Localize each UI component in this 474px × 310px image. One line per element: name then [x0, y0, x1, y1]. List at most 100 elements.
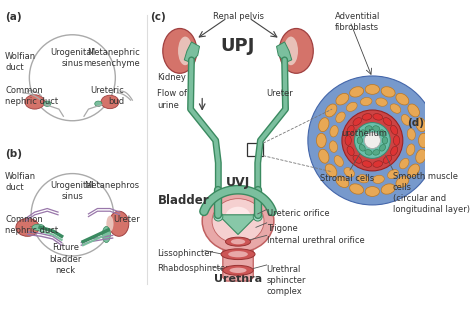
- Text: Wolfian
duct: Wolfian duct: [5, 172, 36, 192]
- Text: Urethra: Urethra: [214, 274, 262, 284]
- Ellipse shape: [106, 216, 114, 232]
- Ellipse shape: [373, 161, 383, 167]
- Ellipse shape: [362, 114, 372, 120]
- Ellipse shape: [396, 93, 409, 105]
- Ellipse shape: [319, 118, 329, 132]
- Ellipse shape: [383, 155, 392, 163]
- Text: Kidney: Kidney: [157, 73, 186, 82]
- Text: Metanephros: Metanephros: [84, 181, 139, 190]
- Text: Renal pelvis: Renal pelvis: [212, 12, 264, 21]
- Ellipse shape: [353, 155, 362, 163]
- Ellipse shape: [350, 87, 364, 97]
- Ellipse shape: [419, 133, 428, 148]
- Text: Common
nephric duct: Common nephric duct: [5, 86, 58, 106]
- Text: Bladder: Bladder: [157, 194, 209, 207]
- Text: (c): (c): [150, 12, 166, 22]
- Ellipse shape: [336, 112, 345, 122]
- Ellipse shape: [229, 268, 246, 273]
- Ellipse shape: [381, 184, 395, 194]
- Ellipse shape: [344, 168, 355, 177]
- Text: UPJ: UPJ: [221, 38, 255, 55]
- Ellipse shape: [365, 126, 372, 131]
- Ellipse shape: [109, 211, 129, 236]
- Text: Urogenital
sinus: Urogenital sinus: [50, 181, 94, 201]
- Ellipse shape: [391, 125, 398, 135]
- Circle shape: [365, 132, 381, 148]
- Text: Smooth muscle
cells
(circular and
longitudinal layer): Smooth muscle cells (circular and longit…: [393, 172, 470, 214]
- Ellipse shape: [407, 129, 415, 140]
- Ellipse shape: [416, 118, 426, 132]
- Ellipse shape: [325, 164, 337, 177]
- Text: Future
bladder
neck: Future bladder neck: [49, 243, 82, 275]
- Ellipse shape: [101, 95, 119, 109]
- Text: Internal urethral orifice: Internal urethral orifice: [267, 236, 365, 245]
- Text: (a): (a): [5, 12, 22, 22]
- Ellipse shape: [380, 144, 385, 151]
- Text: Ureter: Ureter: [113, 215, 139, 224]
- Polygon shape: [184, 42, 200, 63]
- Ellipse shape: [359, 130, 365, 136]
- Ellipse shape: [350, 184, 364, 194]
- Ellipse shape: [334, 156, 343, 166]
- Ellipse shape: [345, 135, 351, 145]
- Ellipse shape: [381, 87, 395, 97]
- Ellipse shape: [388, 170, 398, 179]
- Ellipse shape: [44, 101, 51, 106]
- Text: Ureteric orifice: Ureteric orifice: [267, 210, 329, 219]
- Text: Adventitial
fibroblasts: Adventitial fibroblasts: [335, 12, 380, 33]
- Text: Flow of
urine: Flow of urine: [157, 89, 187, 109]
- Circle shape: [214, 212, 223, 221]
- Ellipse shape: [325, 104, 337, 117]
- Ellipse shape: [330, 126, 338, 137]
- Ellipse shape: [383, 117, 392, 126]
- Ellipse shape: [408, 104, 419, 117]
- Ellipse shape: [16, 218, 39, 236]
- Ellipse shape: [407, 144, 415, 155]
- Ellipse shape: [102, 226, 110, 242]
- Text: Lissophincter: Lissophincter: [157, 249, 213, 258]
- Ellipse shape: [357, 137, 363, 144]
- Ellipse shape: [380, 130, 385, 136]
- Ellipse shape: [362, 161, 372, 167]
- Polygon shape: [276, 42, 292, 63]
- Ellipse shape: [223, 265, 253, 275]
- Ellipse shape: [373, 114, 383, 120]
- Ellipse shape: [408, 164, 419, 177]
- Text: Wolfian
duct: Wolfian duct: [5, 52, 36, 72]
- Ellipse shape: [346, 102, 357, 111]
- Ellipse shape: [319, 149, 329, 163]
- Ellipse shape: [329, 141, 337, 153]
- Ellipse shape: [401, 114, 410, 125]
- Text: urothelium: urothelium: [341, 129, 387, 138]
- Ellipse shape: [357, 175, 369, 183]
- Ellipse shape: [359, 144, 365, 151]
- Text: Rhabdosphincter: Rhabdosphincter: [157, 264, 229, 273]
- Ellipse shape: [284, 37, 298, 65]
- Text: Trigone: Trigone: [267, 224, 298, 233]
- Ellipse shape: [393, 135, 400, 145]
- Ellipse shape: [25, 95, 45, 109]
- Text: (b): (b): [5, 149, 22, 159]
- Ellipse shape: [279, 29, 313, 73]
- Ellipse shape: [373, 126, 380, 131]
- Ellipse shape: [400, 158, 409, 169]
- Circle shape: [308, 76, 437, 205]
- Ellipse shape: [163, 29, 197, 73]
- Ellipse shape: [226, 207, 251, 226]
- Ellipse shape: [316, 133, 326, 148]
- Ellipse shape: [360, 97, 372, 106]
- Ellipse shape: [178, 37, 192, 65]
- Circle shape: [253, 212, 262, 221]
- Ellipse shape: [391, 146, 398, 156]
- Text: Ureteric
bud: Ureteric bud: [91, 86, 124, 106]
- Ellipse shape: [32, 224, 45, 230]
- Text: Ureter: Ureter: [266, 89, 292, 98]
- Text: Common
nephric duct: Common nephric duct: [5, 215, 58, 235]
- Ellipse shape: [365, 187, 380, 197]
- Ellipse shape: [376, 98, 387, 106]
- Circle shape: [355, 122, 390, 158]
- Text: (d): (d): [407, 117, 424, 127]
- Ellipse shape: [396, 176, 409, 188]
- Ellipse shape: [365, 85, 380, 94]
- Ellipse shape: [231, 239, 245, 244]
